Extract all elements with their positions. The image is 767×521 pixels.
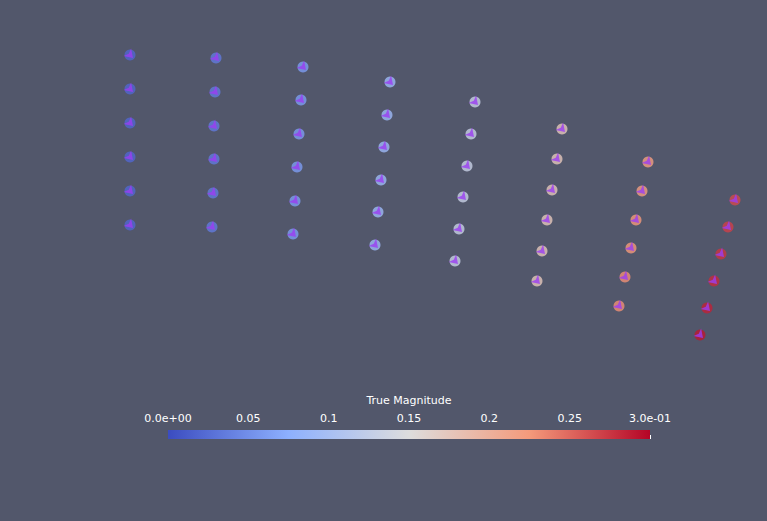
svg-text:3.0e-01: 3.0e-01 [629, 412, 671, 425]
svg-text:0.1: 0.1 [320, 412, 338, 425]
svg-text:0.15: 0.15 [397, 412, 422, 425]
svg-text:0.25: 0.25 [557, 412, 582, 425]
svg-text:0.0e+00: 0.0e+00 [144, 412, 191, 425]
svg-text:0.05: 0.05 [236, 412, 261, 425]
svg-text:0.2: 0.2 [481, 412, 499, 425]
svg-text:True Magnitude: True Magnitude [365, 394, 451, 407]
